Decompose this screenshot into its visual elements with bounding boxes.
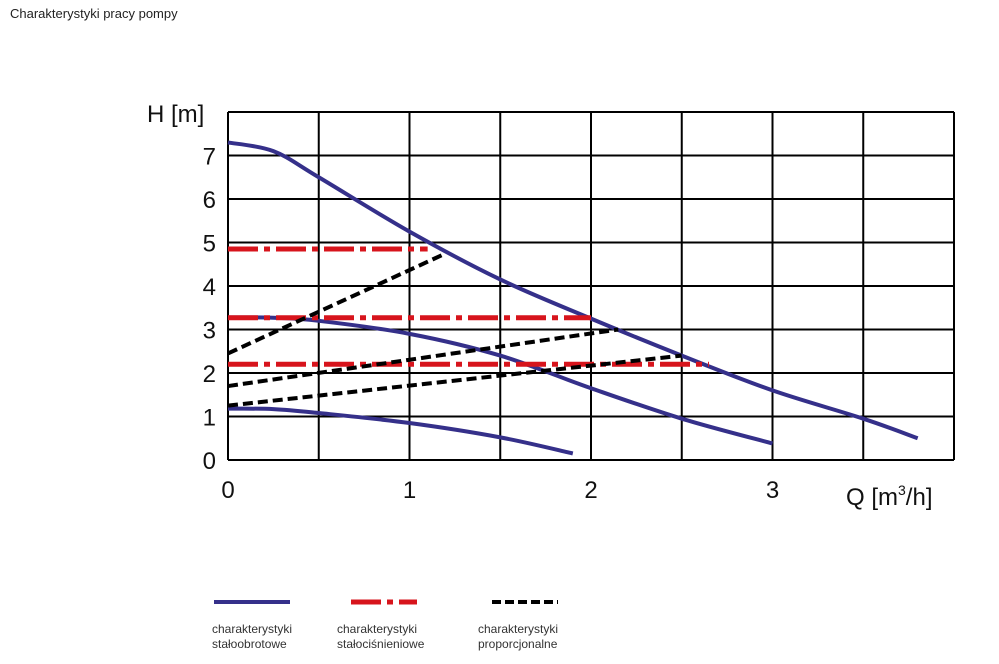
legend-label-constant-pressure: charakterystyki stałociśnieniowe [337,622,425,651]
y-tick-label: 7 [203,144,216,171]
y-axis-label: H [m] [147,101,204,128]
x-tick-label: 0 [221,477,234,504]
legend-swatch-dashdot [351,599,417,605]
legend-label-constant-speed: charakterystyki stałoobrotowe [212,622,293,651]
proportional-line [227,327,619,389]
y-tick-label: 5 [203,231,216,258]
chart-series-layer [227,140,919,456]
legend-label-proportional: charakterystyki proporcjonalne [478,622,559,651]
y-tick-label: 1 [203,405,216,432]
legend-item-proportional: charakterystyki proporcjonalne [478,592,618,652]
x-axis-label: Q [m3/h] [846,482,932,511]
constant-speed-curve [227,406,574,456]
chart-grid [227,111,955,461]
x-axis-label-end: /h] [906,484,933,511]
y-tick-label: 6 [203,187,216,214]
chart-ticks: 0 1 2 3 4 5 6 7 0 1 2 3 [203,144,780,505]
proportional-line [227,353,682,408]
constant-speed-curve [227,140,919,441]
y-tick-label: 2 [203,361,216,388]
x-axis-label-sup: 3 [898,482,906,498]
proportional-line [227,251,447,356]
x-tick-label: 2 [584,477,597,504]
page-title: Charakterystyki pracy pompy [10,6,178,21]
legend-item-constant-pressure: charakterystyki stałociśnieniowe [337,592,477,652]
x-tick-label: 1 [403,477,416,504]
y-tick-label: 4 [203,274,216,301]
legend-item-constant-speed: charakterystyki stałoobrotowe [212,592,352,652]
legend-swatch-dashed [492,600,558,604]
x-tick-label: 3 [766,477,779,504]
legend-swatch-solid [214,600,290,604]
y-tick-label: 3 [203,318,216,345]
x-axis-label-main: Q [m [846,484,898,511]
y-tick-label: 0 [203,448,216,475]
